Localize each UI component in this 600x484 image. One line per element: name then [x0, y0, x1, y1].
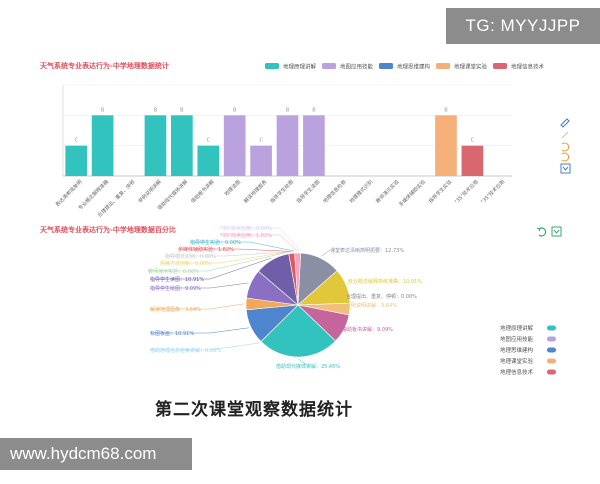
pie-chart-title: 天气系统专业表达行为-中学地理数据百分比 — [40, 225, 176, 234]
pie-slice-label: 指导学生绘图：9.09% — [150, 285, 201, 292]
pie-chart-toolbox — [537, 227, 561, 236]
bar-value-label: B — [101, 107, 105, 113]
refresh-icon[interactable] — [562, 143, 569, 151]
bar-tick-label: 教师演示实验 — [374, 178, 400, 204]
save-icon-2[interactable] — [552, 227, 561, 236]
bar — [197, 146, 219, 176]
legend-item: 地理思维建构 — [397, 63, 431, 71]
bar-value-label: B — [180, 107, 184, 113]
pie-slice-label: 合理提出、重复、停顿：0.00% — [346, 293, 417, 300]
bar-value-label: B — [154, 107, 158, 113]
legend-item: 地图应用技能 — [340, 63, 374, 71]
bar-value-label: B — [312, 107, 316, 113]
pie-legend-item: 地理思维建构 — [500, 346, 534, 354]
bar-value-label: B — [233, 107, 237, 113]
bar — [65, 146, 87, 176]
legend-swatch — [436, 63, 450, 69]
pie-legend-swatch — [547, 348, 556, 353]
pie-slice-label: 指导学生实验：0.00% — [190, 239, 241, 246]
bar — [462, 146, 484, 176]
bar-tick-label: "3S"技术应用 — [453, 178, 480, 205]
bar — [92, 115, 114, 176]
bar-chart-toolbox — [561, 119, 570, 173]
watermark-tg: TG: MYYJJPP — [446, 8, 600, 44]
bar — [250, 146, 272, 176]
pie-legend-item: 地理原理讲解 — [500, 324, 534, 332]
pie-slice-label: 举例说明讲解：3.64% — [346, 302, 397, 309]
bar-chart-title: 天气系统专业表达行为-中学地理数据统计 — [40, 61, 169, 70]
legend-swatch — [265, 63, 279, 69]
pie-legend-item: 地理课堂实验 — [500, 357, 534, 365]
legend-swatch — [379, 63, 393, 69]
bar-tick-label: 指导学生绘图 — [269, 178, 295, 204]
pie-slice-label: 专业概念解释简练准确：10.91% — [348, 278, 422, 285]
refresh-icon[interactable] — [562, 153, 569, 161]
pie-slice-label: 借助现代媒体讲解：25.45% — [276, 363, 340, 370]
watermark-url: www.hydcm68.com — [0, 438, 192, 470]
bar-chart-tick-labels: 表达清晰简单明专业概念解释准确合理提出、重复、停顿举例说明讲解借助现代媒体讲解借… — [54, 178, 506, 218]
pie-legend-item: 地图应用技能 — [500, 335, 534, 343]
pie-legend-swatch — [547, 337, 556, 342]
bar-tick-label: 解读地理图表 — [242, 178, 268, 204]
pie-slice-label: 思维方法创新：0.00% — [160, 260, 211, 267]
bar-value-label: C — [259, 138, 263, 144]
legend-item: 地理信息技术 — [511, 63, 545, 71]
save-icon[interactable] — [561, 164, 570, 173]
legend-item: 地理原理讲解 — [283, 63, 317, 71]
bar-value-label: C — [207, 138, 211, 144]
pie-chart-slices — [246, 253, 350, 357]
pie-slice-label: 课堂表达清晰简明扼要：12.73% — [330, 247, 404, 254]
pie-slice-label: 多媒体辅助实验：1.82% — [178, 246, 234, 253]
pie-legend-swatch — [547, 370, 556, 375]
bar-tick-label: 地理模式识别 — [348, 178, 374, 204]
bar — [303, 115, 325, 176]
bar-tick-label: 地理信息检索 — [322, 178, 348, 204]
bar-tick-label: 指导学生实验 — [427, 178, 453, 204]
pie-slice-label: 借助地理信息检索讲解：0.00% — [150, 347, 221, 354]
bar-tick-label: 地理读图 — [223, 178, 242, 197]
refresh-icon-2[interactable] — [537, 228, 546, 236]
bar-tick-label: "3S"技术应用 — [479, 178, 506, 205]
bar-chart: 天气系统专业表达行为-中学地理数据统计 地理原理讲解地图应用技能地理思维建构地理… — [40, 61, 545, 219]
legend-swatch — [493, 63, 507, 69]
pencil-icon[interactable] — [561, 119, 569, 127]
bar — [277, 115, 299, 176]
bar-chart-legend: 地理原理讲解 地图应用技能 地理思维建构 地理课堂实验 地理信息技术 — [265, 63, 545, 71]
pie-slice-label: 借助板书讲解：9.09% — [342, 326, 393, 333]
pie-slice-label: "3S"技术应用：1.82% — [220, 232, 272, 239]
bar — [145, 115, 167, 176]
bar-tick-label: 表达清晰简单明 — [54, 178, 84, 208]
pie-slice-label: 解读地理图像：3.64% — [150, 306, 201, 313]
bar-value-label: C — [74, 138, 78, 144]
bar-value-label: B — [286, 107, 290, 113]
bar — [435, 115, 457, 176]
legend-swatch — [322, 63, 336, 69]
bar-tick-label: 指导学生读图 — [295, 178, 321, 204]
pie-slice-label: 指导学生读图：10.91% — [150, 276, 204, 283]
bar-tick-label: 多媒体辅助实验 — [397, 178, 427, 208]
pie-legend-item: 地理信息技术 — [500, 368, 534, 376]
legend-item: 地理课堂实验 — [454, 63, 488, 71]
bar-value-label: C — [471, 138, 475, 144]
figure-caption: 第二次课堂观察数据统计 — [155, 395, 455, 420]
eraser-icon[interactable] — [562, 132, 568, 138]
bar-tick-label: 借助板书讲解 — [190, 178, 216, 204]
pie-legend-swatch — [547, 326, 556, 331]
bar-tick-label: 举例说明讲解 — [137, 178, 163, 204]
pie-slice-label: 指导模式识别：0.00% — [165, 253, 216, 260]
bar-chart-value-labels: C B B B C B C B B B C — [74, 107, 474, 143]
bar-value-label: B — [444, 107, 448, 113]
pie-leader-line — [321, 250, 330, 256]
pie-chart: 天气系统专业表达行为-中学地理数据百分比 课堂表达清晰简明扼要：12.73% 专业… — [40, 225, 556, 376]
bar — [171, 115, 193, 176]
bar — [224, 115, 246, 176]
pie-slice-label: 教师演示实验：0.00% — [148, 268, 199, 275]
pie-slice-label: 标图板画：10.91% — [150, 330, 194, 337]
pie-legend-swatch — [547, 359, 556, 364]
pie-slice-label: "3S"技术应用：0.00% — [220, 225, 272, 232]
